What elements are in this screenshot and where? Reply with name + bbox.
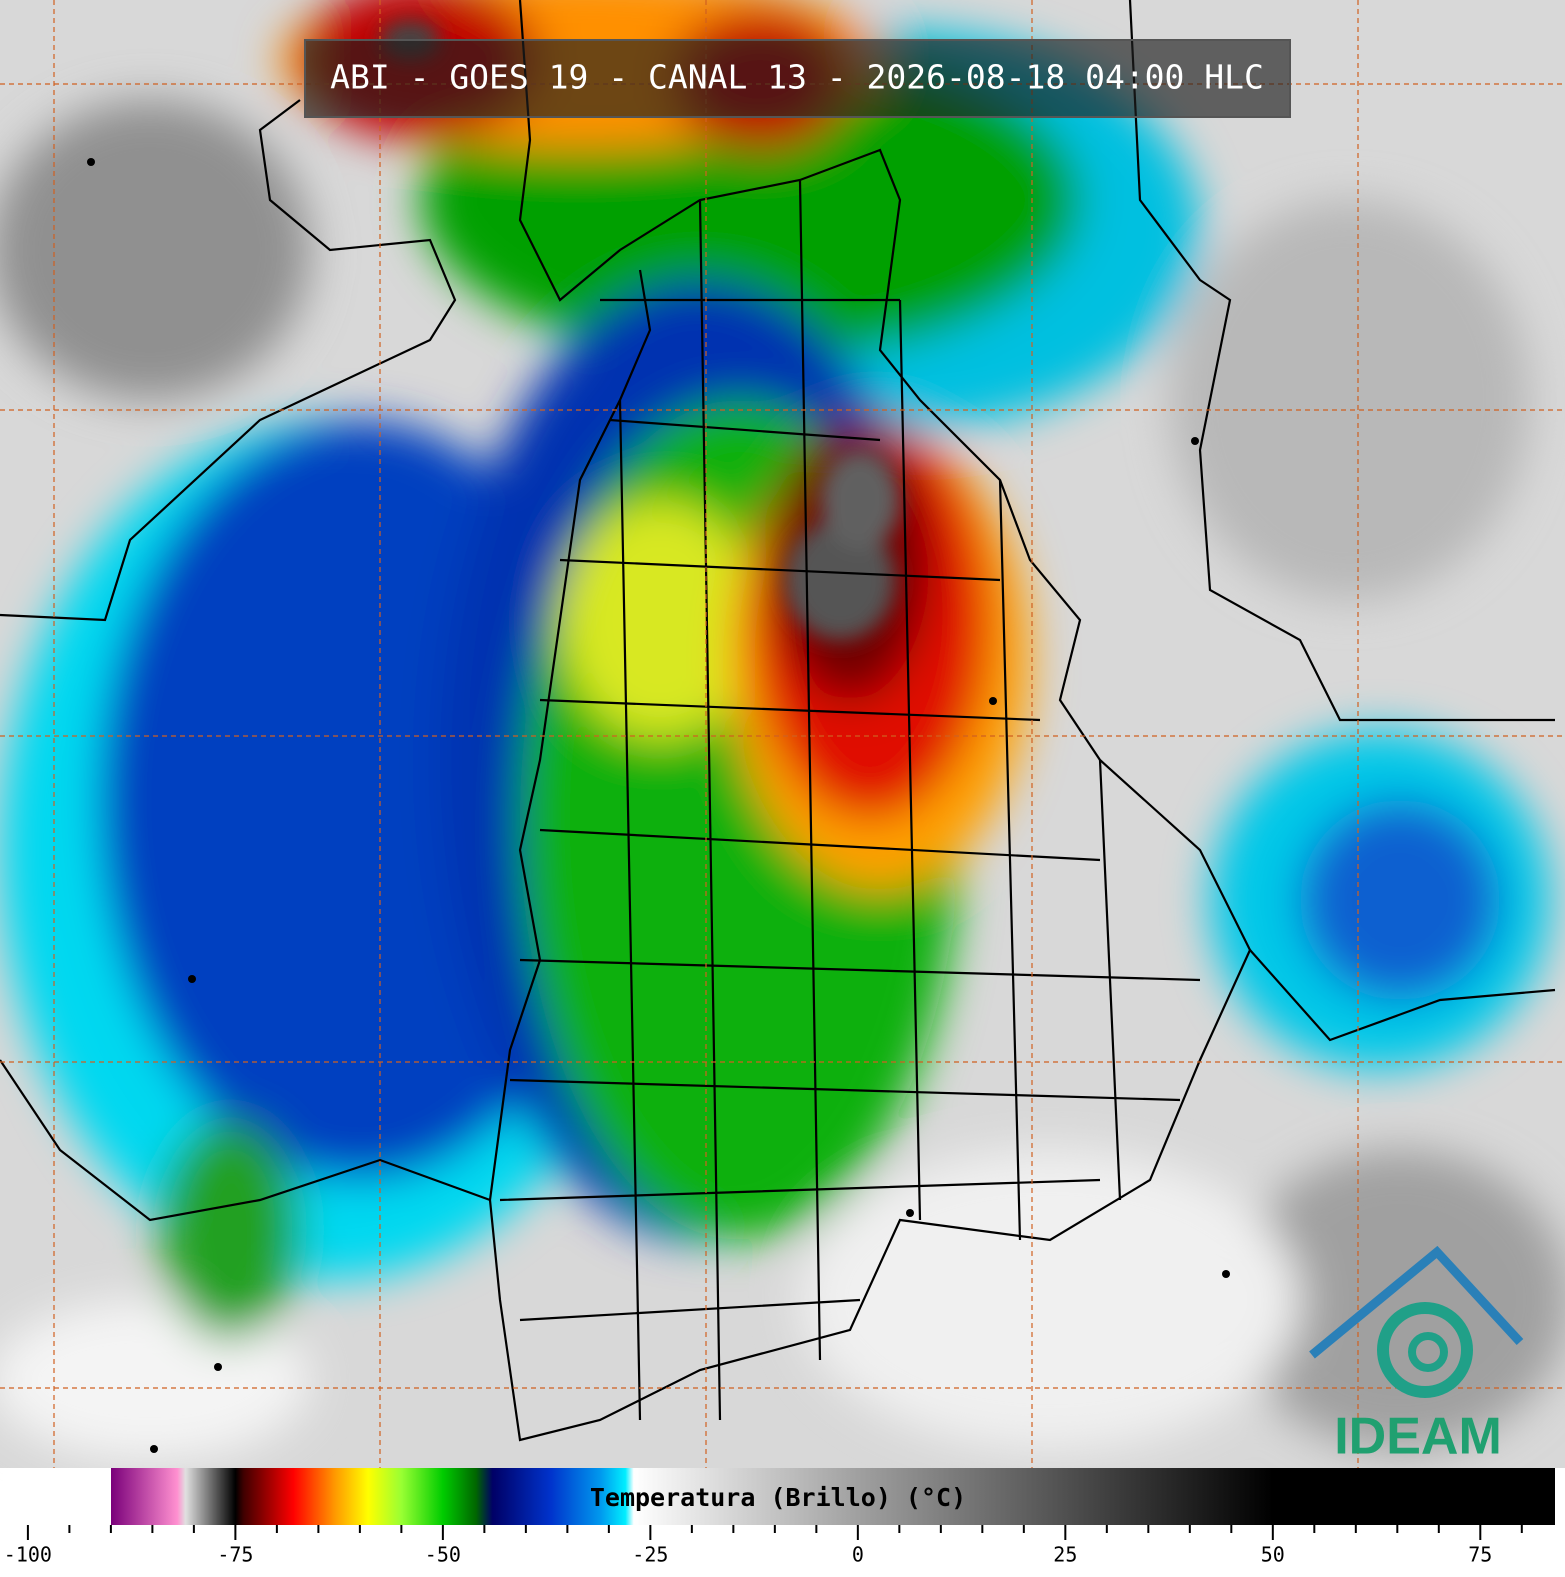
logo-text: IDEAM	[1334, 1408, 1502, 1466]
colorbar-label: Temperatura (Brillo) (°C)	[590, 1483, 966, 1512]
colorbar-tick-label: -100	[4, 1543, 52, 1567]
title: ABI - GOES 19 - CANAL 13 - 2026-08-18 04…	[330, 58, 1264, 97]
colorbar-gradient	[3, 1468, 1555, 1525]
colorbar-tick-label: -50	[425, 1543, 461, 1567]
colorbar-tick-label: 75	[1468, 1543, 1492, 1567]
colorbar-tick-label: 0	[852, 1543, 864, 1567]
colorbar: Temperatura (Brillo) (°C) -100 -75 -50 -25 0…	[3, 1468, 1555, 1567]
colorbar-tick-label: 50	[1261, 1543, 1285, 1567]
colorbar-tick-label: -75	[217, 1543, 253, 1567]
colorbar-tick-label: -25	[632, 1543, 668, 1567]
satellite-image	[0, 0, 1565, 1468]
colorbar-tick-label: 25	[1053, 1543, 1077, 1567]
title-box	[304, 39, 1291, 118]
logo: IDEAM	[1309, 1245, 1524, 1466]
